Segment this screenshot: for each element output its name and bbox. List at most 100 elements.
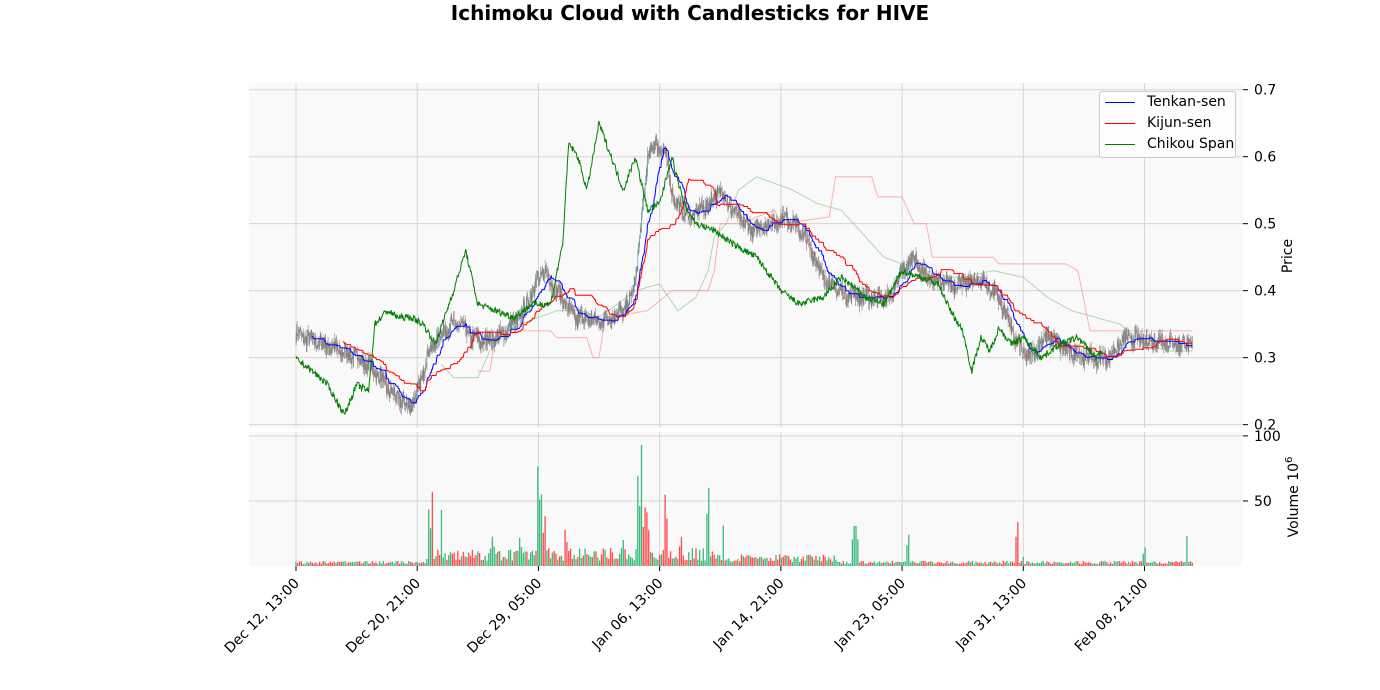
volume-bar (918, 562, 921, 566)
volume-bar (673, 558, 675, 566)
volume-bar (1129, 563, 1132, 566)
volume-bar (1124, 562, 1126, 566)
volume-bar (851, 539, 854, 566)
volume-bar (926, 562, 928, 566)
volume-bar (1153, 561, 1155, 566)
volume-bar (746, 555, 748, 566)
price-axis-label: Price (1280, 239, 1296, 273)
volume-bar (1133, 562, 1135, 566)
volume-bar (338, 561, 341, 566)
volume-bar (868, 562, 870, 566)
volume-bar (1048, 562, 1050, 566)
volume-bar (300, 561, 303, 566)
volume-bar (1178, 562, 1181, 566)
volume-bar (1077, 561, 1079, 566)
volume-bar (897, 561, 899, 566)
volume-bar (1015, 536, 1017, 566)
volume-bar (651, 552, 654, 566)
price-tick-label-4: 0.6 (1254, 150, 1276, 166)
volume-bar (411, 562, 414, 566)
volume-bar (349, 562, 352, 566)
volume-bar (706, 513, 708, 566)
volume-bar (308, 562, 310, 566)
volume-bar (906, 545, 908, 566)
volume-bar (986, 563, 988, 566)
volume-bar (595, 551, 597, 566)
volume-bar (560, 555, 563, 566)
volume-bar (671, 558, 674, 566)
volume-bar (664, 494, 666, 566)
volume-bar (420, 562, 423, 566)
volume-bar (720, 560, 723, 566)
volume-bar (1020, 561, 1023, 566)
price-tick-label-3: 0.5 (1254, 217, 1276, 233)
volume-bar (1117, 561, 1119, 566)
volume-bar (457, 550, 459, 566)
volume-bar (858, 562, 861, 566)
volume-tick-label-0: 50 (1254, 494, 1272, 510)
senkou-span-b-line (477, 176, 1193, 372)
volume-bar (371, 561, 374, 566)
volume-bar (1013, 562, 1015, 566)
volume-bar (782, 556, 784, 566)
volume-bar (1186, 536, 1188, 566)
volume-bar (988, 562, 990, 566)
volume-bar (489, 548, 492, 566)
volume-bar (1140, 561, 1143, 566)
volume-bar (928, 561, 930, 566)
volume-bar (573, 554, 575, 566)
volume-bar (1055, 562, 1057, 566)
volume-bar (1095, 563, 1097, 566)
volume-bar (328, 562, 330, 566)
volume-bar (993, 561, 995, 566)
volume-bar (662, 549, 664, 566)
volume-bar (480, 560, 483, 566)
volume-bar (880, 563, 883, 566)
volume-bar (346, 563, 348, 566)
volume-bar (895, 562, 897, 566)
volume-bar (1060, 562, 1063, 566)
volume-bar (1115, 561, 1117, 566)
volume-bar (786, 555, 788, 566)
volume-bar (324, 561, 326, 566)
volume-bar (580, 557, 583, 566)
volume-bar (818, 556, 821, 566)
volume-bar (668, 557, 670, 566)
volume-bar (908, 534, 910, 566)
volume-bar (313, 563, 315, 566)
volume-bar (686, 560, 688, 566)
volume-bar (735, 560, 737, 566)
volume-bar (642, 526, 644, 566)
volume-bar (680, 536, 683, 566)
volume-bar (1188, 562, 1190, 566)
volume-bar (462, 551, 464, 566)
volume-bar (460, 556, 463, 566)
volume-bar (957, 563, 959, 566)
volume-bar (866, 563, 868, 566)
volume-bar (1173, 562, 1175, 566)
volume-bar (468, 552, 470, 566)
volume-bar (822, 554, 824, 566)
volume-bar (915, 562, 917, 566)
volume-bar (1080, 563, 1083, 566)
volume-bar (375, 562, 377, 566)
volume-bar (1142, 553, 1144, 566)
volume-bar (711, 551, 714, 566)
volume-bar (968, 560, 970, 566)
volume-bar (697, 559, 699, 566)
volume-bar (889, 563, 892, 566)
volume-bar (722, 525, 724, 566)
volume-bar (1149, 562, 1152, 566)
volume-bar (793, 557, 795, 566)
volume-bar (709, 556, 712, 566)
volume-bar (478, 553, 481, 566)
volume-bar (584, 548, 586, 566)
volume-bar (829, 559, 832, 566)
volume-bar (415, 561, 417, 566)
volume-bar (708, 487, 710, 566)
volume-bar (677, 559, 679, 566)
volume-bar (448, 555, 450, 566)
volume-bar (842, 561, 844, 566)
volume-bar (384, 563, 386, 566)
volume-bar (495, 553, 497, 566)
